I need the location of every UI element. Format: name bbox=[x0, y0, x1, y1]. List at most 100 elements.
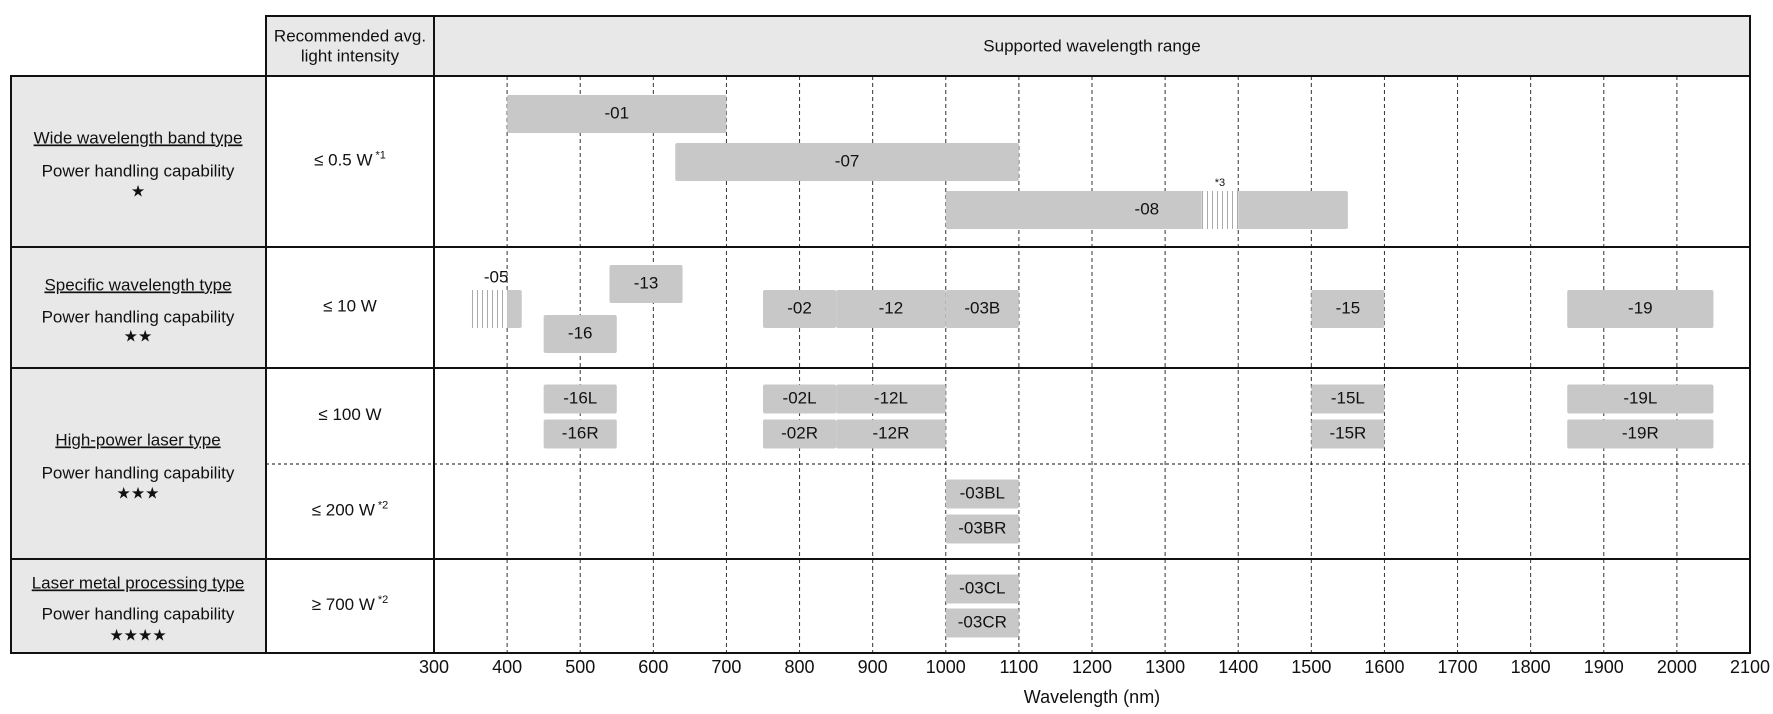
bar-label: -16L bbox=[563, 388, 597, 407]
intensity-cell: ≤ 200 W *2 bbox=[312, 499, 389, 520]
range-bar bbox=[945, 574, 1019, 604]
bar-label: -05 bbox=[484, 267, 509, 286]
intensity-cell: ≤ 10 W bbox=[323, 297, 377, 316]
x-tick-label: 1200 bbox=[1072, 657, 1112, 677]
capability-stars: ★★★★ bbox=[109, 626, 166, 645]
x-tick-label: 1000 bbox=[926, 657, 966, 677]
x-tick-label: 1400 bbox=[1218, 657, 1258, 677]
capability-stars: ★ bbox=[131, 182, 145, 201]
range-bar bbox=[945, 191, 1348, 229]
bar-label: -03CR bbox=[958, 612, 1007, 631]
footnote-mark: *3 bbox=[1215, 177, 1225, 189]
x-tick-label: 300 bbox=[419, 657, 449, 677]
range-bar bbox=[1311, 419, 1385, 449]
capability-stars: ★★★ bbox=[116, 484, 159, 503]
range-bar bbox=[1567, 290, 1714, 328]
bar-label: -01 bbox=[604, 103, 629, 122]
range-bar bbox=[1567, 419, 1714, 449]
range-bar bbox=[675, 143, 1019, 181]
intensity-header: Recommended avg. bbox=[274, 26, 426, 45]
intensity-value: ≤ 0.5 W bbox=[314, 151, 372, 170]
bar-label: -03BL bbox=[960, 483, 1005, 502]
grid bbox=[433, 76, 1751, 653]
capability-label: Power handling capability bbox=[42, 161, 235, 180]
capability-label: Power handling capability bbox=[42, 307, 235, 326]
x-tick-label: 700 bbox=[711, 657, 741, 677]
range-bar bbox=[1311, 290, 1385, 328]
x-tick-label: 1100 bbox=[1000, 657, 1039, 677]
range-bar bbox=[543, 419, 617, 449]
table-borders bbox=[10, 15, 1751, 654]
intensity-cell: ≤ 0.5 W *1 bbox=[314, 149, 386, 170]
bar-label: -02R bbox=[781, 423, 818, 442]
bar-label: -02L bbox=[783, 388, 817, 407]
x-tick-label: 1500 bbox=[1291, 657, 1331, 677]
chart-title: Supported wavelength range bbox=[983, 36, 1200, 55]
bar-label: -03CL bbox=[959, 578, 1005, 597]
table-background bbox=[11, 16, 1750, 653]
x-tick-label: 1800 bbox=[1511, 657, 1551, 677]
intensity-value: ≥ 700 W bbox=[312, 595, 375, 614]
range-bar bbox=[945, 608, 1019, 638]
intensity-value: ≤ 10 W bbox=[323, 297, 377, 316]
x-tick-label: 900 bbox=[858, 657, 888, 677]
range-bar bbox=[763, 419, 837, 449]
bar-label: -19 bbox=[1628, 298, 1653, 317]
group-name: Laser metal processing type bbox=[32, 573, 245, 592]
x-tick-label: 500 bbox=[565, 657, 595, 677]
hatched-range bbox=[1201, 191, 1239, 229]
bar-label: -03BR bbox=[958, 518, 1006, 537]
range-bar bbox=[945, 479, 1019, 509]
bar-label: -15 bbox=[1336, 298, 1361, 317]
bar-label: -15L bbox=[1331, 388, 1365, 407]
x-tick-label: 400 bbox=[492, 657, 522, 677]
x-tick-label: 1900 bbox=[1584, 657, 1624, 677]
bar-label: -02 bbox=[787, 298, 812, 317]
x-axis-title: Wavelength (nm) bbox=[1024, 687, 1160, 707]
range-bar bbox=[543, 384, 617, 414]
range-bar bbox=[1567, 384, 1714, 414]
bar-label: -16 bbox=[568, 323, 593, 342]
range-bar bbox=[543, 315, 617, 353]
x-tick-label: 1600 bbox=[1364, 657, 1404, 677]
capability-stars: ★★ bbox=[124, 327, 153, 346]
range-bar bbox=[945, 290, 1019, 328]
range-bar bbox=[836, 290, 946, 328]
range-bar bbox=[763, 290, 837, 328]
x-tick-label: 1700 bbox=[1438, 657, 1478, 677]
x-tick-label: 2100 bbox=[1730, 657, 1770, 677]
bars bbox=[470, 95, 1714, 638]
bar-label: -03B bbox=[964, 298, 1000, 317]
range-bar bbox=[763, 384, 837, 414]
range-bar bbox=[1311, 384, 1385, 414]
bar-label: -13 bbox=[634, 273, 659, 292]
capability-label: Power handling capability bbox=[42, 463, 235, 482]
bar-label: -19L bbox=[1623, 388, 1657, 407]
bar-label: -12 bbox=[879, 298, 904, 317]
bar-label: -07 bbox=[835, 151, 860, 170]
x-tick-label: 600 bbox=[638, 657, 668, 677]
bar-label: -16R bbox=[562, 423, 599, 442]
intensity-value: ≤ 200 W bbox=[312, 501, 375, 520]
bar-label: -15R bbox=[1329, 423, 1366, 442]
intensity-cell: ≤ 100 W bbox=[318, 405, 381, 424]
x-tick-label: 2000 bbox=[1657, 657, 1697, 677]
x-tick-label: 800 bbox=[785, 657, 815, 677]
footnote-mark: *1 bbox=[376, 149, 386, 161]
range-bar bbox=[945, 514, 1019, 544]
range-bar bbox=[507, 95, 727, 133]
group-name: High-power laser type bbox=[55, 430, 220, 449]
intensity-cell: ≥ 700 W *2 bbox=[312, 594, 389, 615]
footnote-mark: *2 bbox=[378, 499, 388, 511]
bar-label: -12L bbox=[874, 388, 908, 407]
bar-label: -08 bbox=[1135, 199, 1160, 218]
capability-label: Power handling capability bbox=[42, 604, 235, 623]
intensity-value: ≤ 100 W bbox=[318, 405, 381, 424]
range-bar bbox=[609, 265, 683, 303]
range-bar bbox=[836, 384, 946, 414]
group-name: Specific wavelength type bbox=[44, 275, 231, 294]
group-name: Wide wavelength band type bbox=[34, 128, 243, 147]
bar-label: -19R bbox=[1622, 423, 1659, 442]
hatched-range bbox=[470, 290, 508, 328]
